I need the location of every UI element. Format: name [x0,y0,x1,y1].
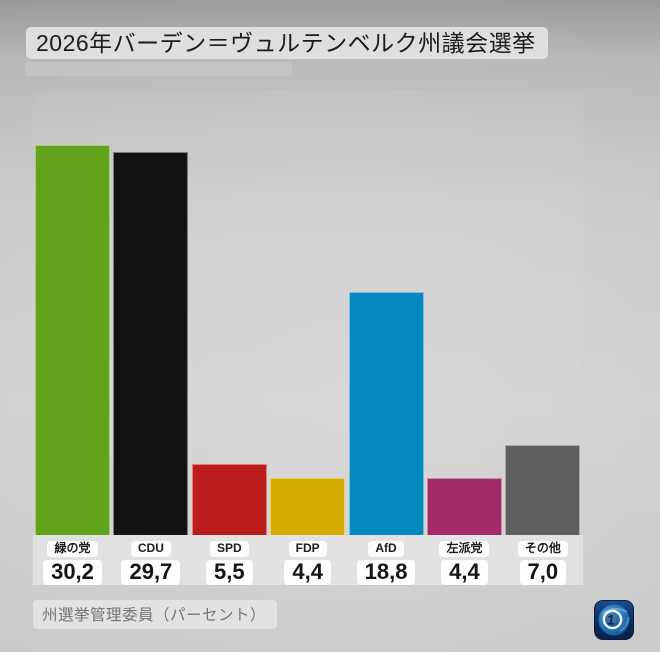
label-column-AfD: AfD 18,8 [349,535,424,585]
value-label: 30,2 [43,560,102,585]
chart-bar-FDP [270,478,346,535]
label-columns: 緑の党 30,2 CDU 29,7 SPD 5,5 FDP 4,4 AfD 18,8 左派党 4,4 そ… [35,535,581,585]
party-label: 緑の党 [47,541,98,557]
label-column-SPD: SPD 5,5 [192,535,267,585]
label-column-左派党: 左派党 4,4 [427,535,502,585]
chart-bar-緑の党 [35,145,110,535]
ard-logo-icon: 1 [594,600,634,640]
label-column-緑の党: 緑の党 30,2 [35,535,110,585]
label-column-FDP: FDP 4,4 [270,535,345,585]
label-column-その他: その他 7,0 [505,535,580,585]
title-ghost-highlight [25,62,292,76]
svg-text:1: 1 [606,612,616,628]
party-label: CDU [130,541,171,557]
party-label: SPD [209,541,249,557]
source-note: 州選挙管理委員（パーセント） [33,600,278,629]
party-label: FDP [288,541,327,557]
value-label: 29,7 [121,560,181,585]
label-band: 緑の党 30,2 CDU 29,7 SPD 5,5 FDP 4,4 AfD 18,8 左派党 4,4 そ… [33,535,583,585]
party-label: AfD [368,541,404,557]
party-label: その他 [517,541,568,557]
label-column-CDU: CDU 29,7 [113,535,188,585]
chart-bar-その他 [505,444,581,535]
value-label: 4,4 [441,560,488,585]
value-label: 4,4 [284,560,331,585]
chart-bar-左派党 [426,478,502,535]
ard-logo: 1 [594,600,634,640]
value-label: 18,8 [356,560,416,585]
value-label: 7,0 [519,560,567,585]
value-label: 5,5 [205,560,253,585]
chart-bar-CDU [113,151,189,535]
chart-bar-SPD [191,464,267,535]
party-label: 左派党 [439,541,490,557]
bar-group [35,145,581,535]
chart-bar-AfD [348,292,424,535]
chart-title: 2026年バーデン＝ヴュルテンベルク州議会選挙 [26,27,548,59]
